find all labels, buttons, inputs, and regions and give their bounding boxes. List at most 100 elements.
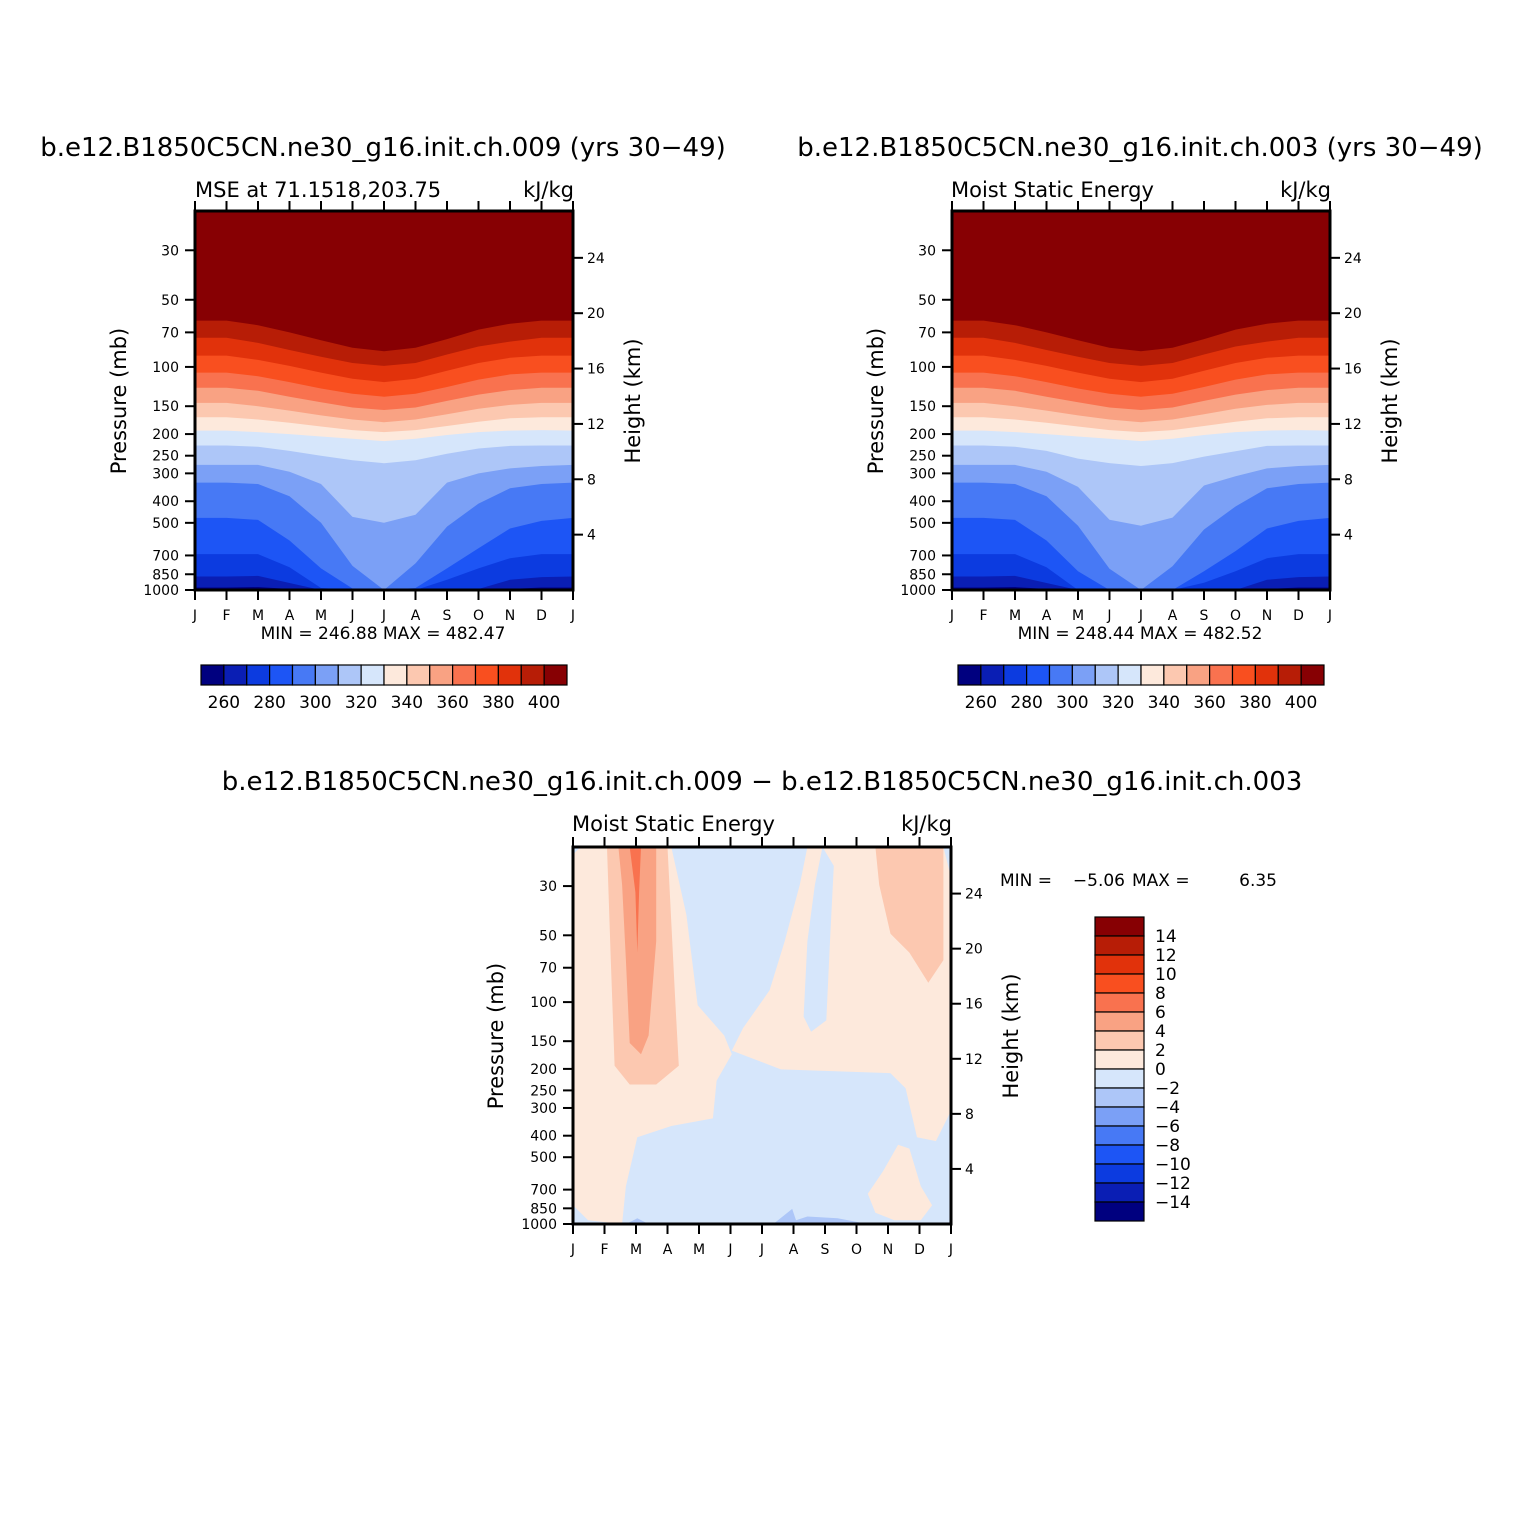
colorbar-box xyxy=(1300,664,1325,686)
colorbar-box xyxy=(406,664,431,686)
max-label: MAX = xyxy=(1132,871,1190,891)
min-max-stats: MIN = 246.88 MAX = 482.47 xyxy=(261,624,506,644)
y-right-tick-label: 24 xyxy=(587,251,605,267)
y-tick-label: 250 xyxy=(152,449,179,465)
colorbar-label: 380 xyxy=(482,693,514,713)
y-tick-label: 700 xyxy=(152,548,179,564)
contour-band xyxy=(629,847,641,953)
y-tick-label: 400 xyxy=(530,1129,557,1145)
colorbar-label: 320 xyxy=(1102,693,1134,713)
y-tick-label: 100 xyxy=(530,995,557,1011)
colorbar-label: 2 xyxy=(1155,1041,1166,1061)
colorbar-box xyxy=(1071,664,1096,686)
panel-mse-ch003: b.e12.B1850C5CN.ne30_g16.init.ch.003 (yr… xyxy=(797,133,1483,713)
x-tick-label: J xyxy=(570,1242,575,1258)
colorbar-box xyxy=(1277,664,1302,686)
y-tick-label: 50 xyxy=(539,928,557,944)
colorbar-box xyxy=(1003,664,1028,686)
x-tick-label: D xyxy=(914,1242,925,1258)
y-tick-label: 70 xyxy=(161,325,179,341)
colorbar-box xyxy=(200,664,225,686)
y-tick-label: 30 xyxy=(539,879,557,895)
x-tick-label: J xyxy=(1138,608,1143,624)
colorbar-label: 6 xyxy=(1155,1003,1166,1023)
colorbar-box xyxy=(1094,1030,1145,1051)
colorbar-label: 340 xyxy=(1148,693,1180,713)
colorbar-box xyxy=(1094,1163,1145,1184)
x-tick-label: D xyxy=(536,608,547,624)
y-tick-label: 50 xyxy=(918,293,936,309)
x-tick-label: A xyxy=(285,608,295,624)
y-tick-label: 50 xyxy=(161,293,179,309)
x-tick-label: F xyxy=(979,608,987,624)
panel-subtitle: Moist Static Energy xyxy=(572,812,775,836)
min-max-stats: MIN = 248.44 MAX = 482.52 xyxy=(1018,624,1263,644)
y-axis-right-label: Height (km) xyxy=(621,338,645,463)
colorbar-box xyxy=(1209,664,1234,686)
y-right-tick-label: 20 xyxy=(587,306,605,322)
colorbar-box xyxy=(1094,664,1119,686)
y-tick-label: 150 xyxy=(909,399,936,415)
y-right-tick-label: 24 xyxy=(1344,251,1362,267)
contour-band xyxy=(773,1208,868,1224)
y-right-tick-label: 20 xyxy=(1344,306,1362,322)
y-axis-right-label: Height (km) xyxy=(1378,338,1402,463)
panel-title: b.e12.B1850C5CN.ne30_g16.init.ch.003 (yr… xyxy=(797,133,1483,163)
y-tick-label: 700 xyxy=(530,1183,557,1199)
contour-plot: J F M A M J J A S O N D J305070100150200250300400500… xyxy=(900,201,1362,624)
x-tick-label: J xyxy=(727,1242,732,1258)
colorbar-label: 4 xyxy=(1155,1022,1166,1042)
colorbar-label: 280 xyxy=(253,693,285,713)
colorbar-box xyxy=(957,664,982,686)
x-tick-label: M xyxy=(693,1242,705,1258)
colorbar-box xyxy=(497,664,522,686)
y-tick-label: 250 xyxy=(909,449,936,465)
colorbar-box xyxy=(314,664,339,686)
colorbar-label: 320 xyxy=(345,693,377,713)
x-tick-label: J xyxy=(949,608,954,624)
y-tick-label: 500 xyxy=(909,516,936,532)
colorbar-box xyxy=(1094,1201,1145,1222)
colorbar-box xyxy=(1094,973,1145,994)
colorbar-label: −2 xyxy=(1155,1079,1180,1099)
min-label: MIN = xyxy=(1000,871,1052,891)
colorbar-label: −8 xyxy=(1155,1136,1180,1156)
y-tick-label: 200 xyxy=(909,427,936,443)
x-tick-label: A xyxy=(663,1242,673,1258)
panel-mse-difference: b.e12.B1850C5CN.ne30_g16.init.ch.009 − b… xyxy=(222,767,1303,1258)
y-tick-label: 150 xyxy=(152,399,179,415)
colorbar-box xyxy=(1254,664,1279,686)
y-right-tick-label: 16 xyxy=(1344,362,1362,378)
contour-band xyxy=(195,554,573,590)
y-axis-label: Pressure (mb) xyxy=(107,328,131,475)
y-right-tick-label: 4 xyxy=(965,1162,974,1178)
colorbar-box xyxy=(1186,664,1211,686)
x-tick-label: A xyxy=(1168,608,1178,624)
x-tick-label: J xyxy=(570,608,575,624)
colorbar-label: −10 xyxy=(1155,1155,1191,1175)
colorbar-box xyxy=(1117,664,1142,686)
y-right-tick-label: 12 xyxy=(965,1052,983,1068)
x-tick-label: J xyxy=(349,608,354,624)
y-tick-label: 150 xyxy=(530,1034,557,1050)
colorbar-label: 260 xyxy=(208,693,240,713)
panel-title: b.e12.B1850C5CN.ne30_g16.init.ch.009 − b… xyxy=(222,767,1303,797)
colorbar-label: 400 xyxy=(528,693,560,713)
colorbar-box xyxy=(269,664,294,686)
contour-plot: J F M A M J J A S O N D J305070100150200250300400500… xyxy=(521,837,983,1258)
colorbar-label: 260 xyxy=(965,693,997,713)
x-tick-label: N xyxy=(505,608,515,624)
contour-band xyxy=(952,575,1330,590)
colorbar-box xyxy=(474,664,499,686)
x-tick-label: D xyxy=(1293,608,1304,624)
y-right-tick-label: 24 xyxy=(965,887,983,903)
colorbar-box xyxy=(1094,1182,1145,1203)
y-tick-label: 100 xyxy=(909,360,936,376)
min-value: −5.06 xyxy=(1073,871,1125,891)
colorbar-box xyxy=(429,664,454,686)
panel-units: kJ/kg xyxy=(1280,178,1331,202)
y-tick-label: 200 xyxy=(530,1062,557,1078)
y-right-tick-label: 4 xyxy=(587,528,596,544)
x-tick-label: A xyxy=(789,1242,799,1258)
